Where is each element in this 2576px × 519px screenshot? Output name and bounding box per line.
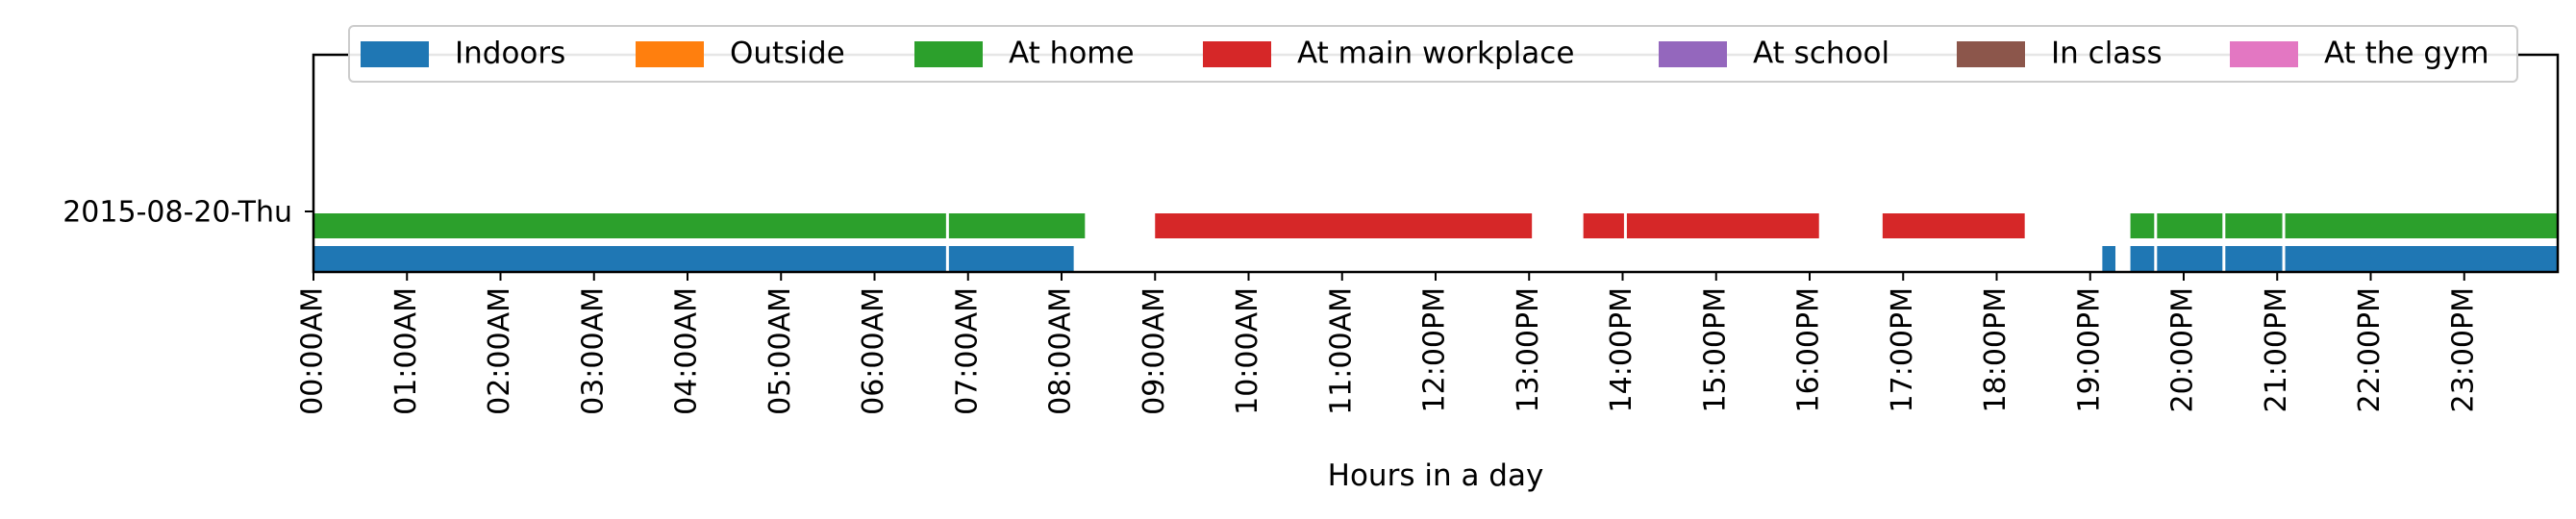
- x-tick-label: 09:00AM: [1138, 287, 1171, 415]
- legend-label: At home: [1009, 37, 1135, 71]
- segment-gaps: [945, 212, 2286, 272]
- x-tick-label: 00:00AM: [296, 287, 330, 415]
- bar-gap: [2154, 212, 2158, 239]
- x-tick-label: 01:00AM: [389, 287, 423, 415]
- legend-swatch: [914, 41, 983, 67]
- x-axis-label: Hours in a day: [1328, 458, 1544, 493]
- x-tick-label: 19:00PM: [2072, 287, 2106, 412]
- x-tick-label: 11:00AM: [1324, 287, 1358, 415]
- x-tick-label: 02:00AM: [483, 287, 516, 415]
- legend-label: Indoors: [455, 37, 565, 71]
- legend-swatch: [636, 41, 704, 67]
- legend-swatch: [1957, 41, 2025, 67]
- x-tick-label: 05:00AM: [763, 287, 797, 415]
- bar-gap: [2282, 245, 2286, 272]
- bar-at-home: [313, 213, 1086, 238]
- bar-gap: [2282, 212, 2286, 239]
- x-tick-label: 20:00PM: [2166, 287, 2200, 412]
- x-tick-label: 06:00AM: [857, 287, 890, 415]
- x-tick-label: 12:00PM: [1418, 287, 1452, 412]
- x-tick-label: 21:00PM: [2260, 287, 2293, 412]
- y-tick-label: 2015-08-20-Thu: [63, 196, 292, 230]
- legend-swatch: [361, 41, 429, 67]
- legend-swatch: [1203, 41, 1271, 67]
- x-tick-label: 04:00AM: [670, 287, 704, 415]
- bar-gap: [2154, 245, 2158, 272]
- legend-label: At school: [1753, 37, 1889, 71]
- bar-at-main-workplace: [1583, 213, 1819, 238]
- x-tick-label: 08:00AM: [1044, 287, 1078, 415]
- y-axis: 2015-08-20-Thu: [63, 196, 313, 230]
- x-tick-label: 18:00PM: [1979, 287, 2013, 412]
- legend-frame: [348, 25, 2518, 83]
- legend-label: In class: [2051, 37, 2163, 71]
- x-tick-label: 17:00PM: [1886, 287, 1919, 412]
- legend-label: Outside: [730, 37, 845, 71]
- bar-at-main-workplace: [1155, 213, 1533, 238]
- bar-gap: [945, 245, 949, 272]
- x-tick-label: 22:00PM: [2353, 287, 2387, 412]
- x-tick-label: 16:00PM: [1792, 287, 1826, 412]
- x-tick-label: 03:00AM: [576, 287, 610, 415]
- x-tick-label: 07:00AM: [950, 287, 984, 415]
- bar-gap: [2222, 245, 2226, 272]
- x-tick-label: 23:00PM: [2446, 287, 2480, 412]
- legend-label: At the gym: [2324, 37, 2489, 71]
- x-tick-label: 15:00PM: [1698, 287, 1732, 412]
- bar-gap: [2222, 212, 2226, 239]
- bar-indoors: [2102, 246, 2116, 271]
- bar-indoors: [2130, 246, 2558, 271]
- x-tick-label: 13:00PM: [1512, 287, 1545, 412]
- legend: Indoors Outside At home At main workplace At…: [348, 25, 2518, 83]
- legend-label: At main workplace: [1297, 37, 1574, 71]
- legend-swatch: [2230, 41, 2298, 67]
- bar-gap: [1623, 212, 1627, 239]
- bar-gap: [945, 212, 949, 239]
- x-tick-label: 10:00AM: [1231, 287, 1264, 415]
- x-tick-label: 14:00PM: [1605, 287, 1638, 412]
- legend-swatch: [1659, 41, 1727, 67]
- bar-indoors: [313, 246, 1074, 271]
- x-axis: 00:00AM 01:00AM 02:00AM 03:00AM 04:00AM 05:00…: [296, 272, 2480, 415]
- bar-at-main-workplace: [1882, 213, 2025, 238]
- bar-at-home: [2130, 213, 2558, 238]
